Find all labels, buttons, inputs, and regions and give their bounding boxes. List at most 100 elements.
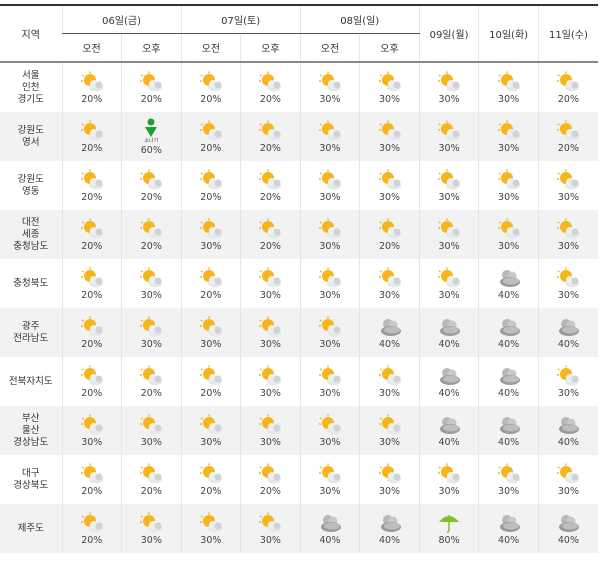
partly-cloudy-icon <box>377 218 403 240</box>
cloudy-icon <box>436 365 462 387</box>
precipitation-probability: 30% <box>438 93 460 105</box>
precipitation-probability: 30% <box>319 485 341 497</box>
partly-cloudy-icon <box>198 71 224 93</box>
precipitation-probability: 30% <box>319 191 341 203</box>
header-day: 08일(일) <box>299 5 420 34</box>
precipitation-probability: 20% <box>140 485 162 497</box>
forecast-cell: 30% <box>359 161 420 210</box>
forecast-cell: 30% <box>478 161 539 210</box>
precipitation-probability: 30% <box>140 338 162 350</box>
region-name: 충청북도 <box>0 259 62 308</box>
forecast-cell: 30% <box>537 455 598 504</box>
precipitation-probability: 30% <box>498 191 520 203</box>
forecast-cell: 20% <box>61 62 122 112</box>
partly-cloudy-icon <box>436 267 462 289</box>
forecast-cell: 40% <box>537 308 598 357</box>
forecast-cell: 30% <box>418 259 479 308</box>
table-row: 강원도 영동 20% 20% 20% 20% 30% 30% 30% 30% 30% <box>0 161 598 210</box>
precipitation-probability: 40% <box>498 338 520 350</box>
precipitation-probability: 20% <box>200 387 222 399</box>
partly-cloudy-icon <box>317 267 343 289</box>
precipitation-probability: 30% <box>378 436 401 448</box>
forecast-cell: 30% <box>180 406 241 455</box>
precipitation-probability: 30% <box>557 240 579 252</box>
partly-cloudy-icon <box>496 71 522 93</box>
forecast-cell: 30% <box>418 455 479 504</box>
partly-cloudy-icon <box>79 463 105 485</box>
precipitation-probability: 30% <box>200 338 222 350</box>
forecast-cell: 소나기 60% <box>121 112 182 161</box>
region-label: 강원도 영동 <box>17 173 44 197</box>
precipitation-probability: 30% <box>378 142 401 154</box>
forecast-cell: 20% <box>61 210 122 259</box>
partly-cloudy-icon <box>496 169 522 191</box>
precipitation-probability: 30% <box>319 142 341 154</box>
partly-cloudy-icon <box>79 71 105 93</box>
forecast-cell: 40% <box>537 406 598 455</box>
precipitation-probability: 30% <box>498 142 520 154</box>
region-label: 전북자치도 <box>8 375 53 387</box>
precipitation-probability: 40% <box>438 387 460 399</box>
partly-cloudy-icon <box>377 71 403 93</box>
shower-icon <box>138 118 164 140</box>
partly-cloudy-icon <box>257 414 283 436</box>
partly-cloudy-icon <box>317 316 343 338</box>
forecast-cell: 30% <box>299 406 360 455</box>
region-name: 전북자치도 <box>0 357 62 406</box>
precipitation-probability: 30% <box>259 387 281 399</box>
forecast-cell: 30% <box>359 455 420 504</box>
cloudy-icon <box>555 512 581 534</box>
precipitation-probability: 30% <box>200 436 222 448</box>
partly-cloudy-icon <box>317 365 343 387</box>
forecast-cell: 20% <box>61 259 122 308</box>
partly-cloudy-icon <box>436 120 462 142</box>
partly-cloudy-icon <box>555 267 581 289</box>
rain-icon <box>436 512 462 534</box>
region-label: 광주 전라남도 <box>13 320 49 344</box>
forecast-cell: 30% <box>299 455 360 504</box>
partly-cloudy-icon <box>198 267 224 289</box>
partly-cloudy-icon <box>79 414 105 436</box>
precipitation-probability: 30% <box>378 289 401 301</box>
forecast-cell: 20% <box>61 455 122 504</box>
precipitation-probability: 20% <box>81 289 103 301</box>
forecast-cell: 30% <box>418 112 479 161</box>
header-am: 오전 <box>299 33 360 63</box>
precipitation-probability: 30% <box>438 240 460 252</box>
precipitation-probability: 30% <box>378 387 401 399</box>
partly-cloudy-icon <box>317 71 343 93</box>
forecast-cell: 30% <box>299 112 360 161</box>
partly-cloudy-icon <box>79 120 105 142</box>
precipitation-probability: 20% <box>81 338 103 350</box>
forecast-cell: 80% <box>418 504 479 553</box>
forecast-cell: 30% <box>359 357 420 406</box>
precipitation-probability: 30% <box>557 485 579 497</box>
forecast-cell: 40% <box>478 406 539 455</box>
precipitation-probability: 30% <box>259 436 281 448</box>
partly-cloudy-icon <box>79 512 105 534</box>
forecast-cell: 30% <box>299 210 360 259</box>
table-row: 강원도 영서 20% 소나기 60% 20% 20% 30% 30% 30% 30% 20% <box>0 112 598 161</box>
table-row: 서울 인천 경기도 20% 20% 20% 20% 30% 30% 30% 30% 20% <box>0 62 598 112</box>
partly-cloudy-icon <box>377 463 403 485</box>
weather-label: 소나기 <box>144 137 159 144</box>
header-pm: 오후 <box>121 33 182 63</box>
forecast-cell: 20% <box>359 210 420 259</box>
precipitation-probability: 40% <box>438 436 460 448</box>
precipitation-probability: 20% <box>81 240 103 252</box>
partly-cloudy-icon <box>138 169 164 191</box>
table-body: 서울 인천 경기도 20% 20% 20% 20% 30% 30% 30% 30% 20% 강원도 … <box>0 62 598 553</box>
forecast-cell: 40% <box>537 504 598 553</box>
precipitation-probability: 40% <box>319 534 341 546</box>
partly-cloudy-icon <box>257 365 283 387</box>
forecast-cell: 30% <box>478 210 539 259</box>
header-am: 오전 <box>180 33 241 63</box>
forecast-cell: 30% <box>299 308 360 357</box>
table-row: 부산 울산 경상남도 30% 30% 30% 30% 30% 30% 40% 40% 40% <box>0 406 598 455</box>
forecast-cell: 40% <box>359 308 420 357</box>
precipitation-probability: 20% <box>557 142 579 154</box>
header-day: 07일(토) <box>180 5 301 34</box>
partly-cloudy-icon <box>317 414 343 436</box>
forecast-cell: 30% <box>299 357 360 406</box>
